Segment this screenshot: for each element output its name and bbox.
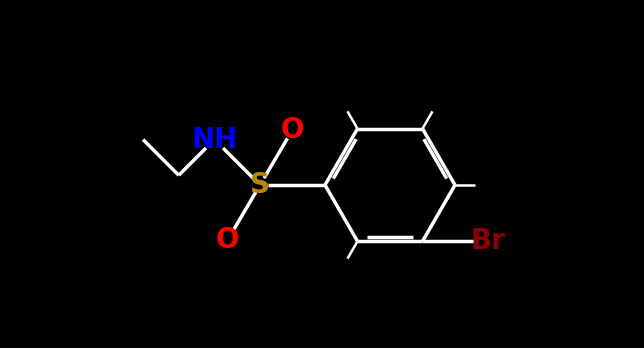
Text: S: S xyxy=(250,171,270,199)
Text: NH: NH xyxy=(191,126,238,153)
Text: O: O xyxy=(216,226,240,254)
Text: Br: Br xyxy=(470,227,505,255)
Text: O: O xyxy=(281,116,304,144)
